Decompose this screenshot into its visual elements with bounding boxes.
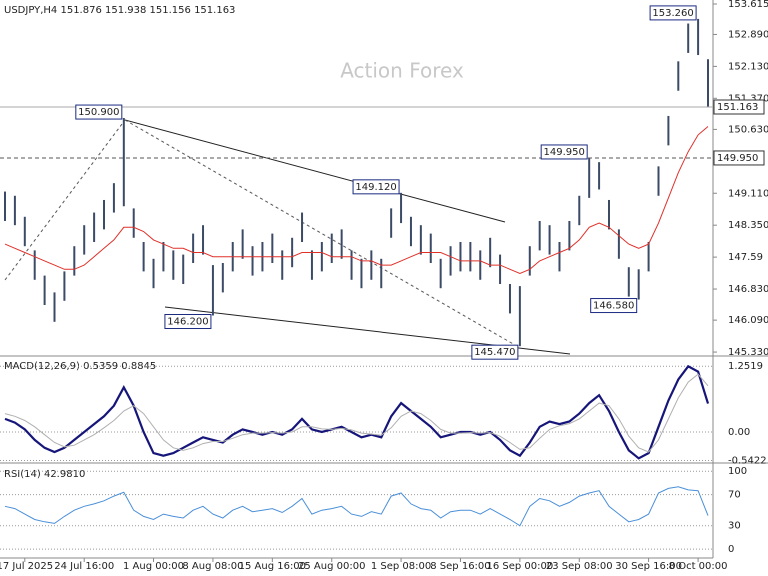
callout-label: 153.260 [652,8,693,19]
y-tick-label: 0 [728,544,734,555]
callout-box [649,5,697,21]
x-tick-label: 8 Sep 16:00 [430,561,490,572]
y-tick-label: 70 [728,490,741,501]
x-tick-label: 15 Aug 16:00 [239,561,306,572]
y-tick-label: 0.00 [728,427,750,438]
callout-label: 146.580 [593,301,634,312]
chart-title: USDJPY,H4 151.876 151.938 151.156 151.16… [4,5,235,16]
callout-box [590,298,638,314]
y-tick-label: 146.830 [728,284,768,295]
x-tick-label: 25 Aug 00:00 [298,561,365,572]
indicator-line [4,373,709,453]
callout-label: 145.470 [474,347,515,358]
y-tick-label: 151.370 [728,93,768,104]
callout-box [352,179,400,195]
y-tick-label: 1.2519 [728,361,763,372]
y-tick-label: 145.330 [728,347,768,358]
x-tick-label: 30 Sep 16:00 [615,561,682,572]
y-tick-label: -0.5422 [728,456,767,467]
last-price-box [713,99,765,115]
rsi-title: RSI(14) 42.9810 [4,469,85,480]
y-tick-label: 147.59 [728,252,763,263]
indicator-line [4,486,709,527]
level-label: 149.950 [717,153,758,164]
y-tick-label: 149.110 [728,188,768,199]
y-tick-label: 152.890 [728,29,768,40]
y-tick-label: 150.630 [728,124,768,135]
moving-average [4,126,709,275]
last-price-label: 151.163 [717,102,758,113]
indicator-line [4,364,710,460]
callout-box [540,144,588,160]
x-tick-label: 24 Jul 16:00 [54,561,114,572]
x-tick-label: 23 Sep 08:00 [546,561,613,572]
callout-label: 150.900 [78,107,119,118]
x-tick-label: 8 Aug 08:00 [182,561,243,572]
y-tick-label: 152.130 [728,61,768,72]
x-tick-label: 16 Sep 00:00 [486,561,553,572]
callout-label: 146.200 [167,317,208,328]
watermark: Action Forex [340,59,464,83]
x-tick-label: 17 Jul 2025 [0,561,53,572]
callout-box [75,104,123,120]
x-tick-label: 8 Oct 00:00 [669,561,728,572]
y-tick-label: 148.350 [728,220,768,231]
macd-title: MACD(12,26,9) 0.5359 0.8845 [4,361,156,372]
x-tick-label: 1 Sep 08:00 [371,561,431,572]
y-tick-label: 30 [728,521,741,532]
callout-label: 149.120 [355,182,396,193]
y-tick-label: 146.090 [728,315,768,326]
trendline [124,119,506,223]
callout-box [164,314,212,330]
level-box [713,150,765,166]
callout-box [471,344,519,360]
y-tick-label: 100 [728,466,747,477]
x-tick-label: 1 Aug 00:00 [123,561,184,572]
y-tick-label: 153.615 [728,0,768,10]
callout-label: 149.950 [544,147,585,158]
